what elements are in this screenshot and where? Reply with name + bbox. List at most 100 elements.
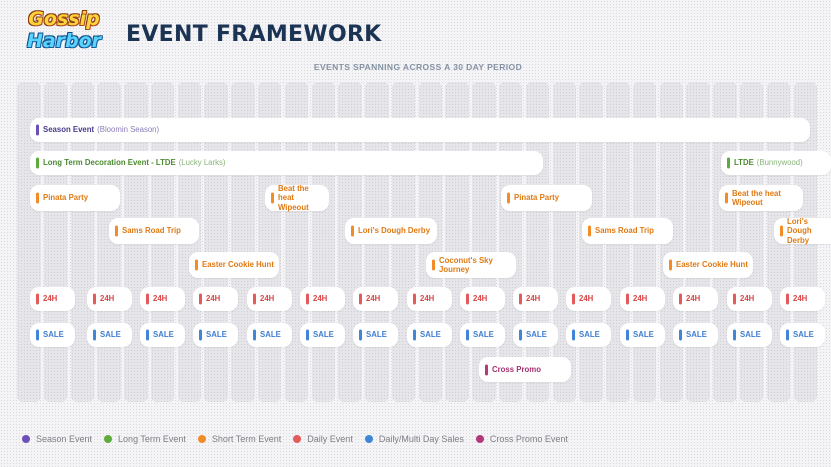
short-color-bar	[271, 192, 274, 204]
short-event-sams-road-trip-1[interactable]: Sams Road Trip	[109, 218, 199, 244]
legend-item: Daily/Multi Day Sales	[364, 434, 464, 444]
short-color-bar	[115, 225, 118, 237]
ltde-event-bunnywood[interactable]: LTDE (Bunnywood)	[721, 151, 831, 175]
short-event-easter-cookie-hunt-1[interactable]: Easter Cookie Hunt	[189, 252, 279, 278]
daily-event-chip[interactable]: 24H	[140, 287, 185, 311]
daily-event-chip[interactable]: 24H	[513, 287, 558, 311]
daily-event-chip[interactable]: 24H	[193, 287, 238, 311]
daily-color-bar	[679, 293, 682, 305]
sale-event-chip[interactable]: SALE	[193, 323, 238, 347]
daily-event-chip-label: 24H	[473, 294, 488, 304]
sale-color-bar	[519, 329, 522, 341]
short-color-bar	[588, 225, 591, 237]
daily-event-chip[interactable]: 24H	[407, 287, 452, 311]
sale-event-chip[interactable]: SALE	[673, 323, 718, 347]
sale-event-chip[interactable]: SALE	[30, 323, 75, 347]
sale-event-chip[interactable]: SALE	[140, 323, 185, 347]
short-event-label: Sams Road Trip	[595, 226, 654, 236]
daily-color-bar	[519, 293, 522, 305]
daily-event-chip-label: 24H	[366, 294, 381, 304]
daily-event-chip-label: 24H	[633, 294, 648, 304]
legend-dot-icon	[197, 435, 206, 443]
short-event-sams-road-trip-2[interactable]: Sams Road Trip	[582, 218, 673, 244]
sale-event-chip[interactable]: SALE	[247, 323, 292, 347]
sale-event-chip-label: SALE	[579, 330, 600, 340]
sale-event-chip[interactable]: SALE	[407, 323, 452, 347]
daily-event-chip[interactable]: 24H	[460, 287, 505, 311]
logo-line-1: Gossip	[28, 8, 100, 30]
daily-color-bar	[413, 293, 416, 305]
season-event[interactable]: Season Event (Bloomin Season)	[30, 118, 810, 142]
season-color-bar	[36, 124, 39, 136]
daily-event-chip[interactable]: 24H	[566, 287, 611, 311]
daily-event-chip[interactable]: 24H	[727, 287, 772, 311]
short-event-pinata-party-1[interactable]: Pinata Party	[30, 185, 120, 211]
sale-event-chip[interactable]: SALE	[513, 323, 558, 347]
sale-color-bar	[199, 329, 202, 341]
legend-label: Daily/Multi Day Sales	[378, 434, 464, 444]
short-event-beat-the-heat-2[interactable]: Beat the heat Wipeout	[719, 185, 803, 211]
season-event-label: Season Event	[43, 125, 95, 135]
sale-event-chip-label: SALE	[206, 330, 227, 340]
daily-event-chip[interactable]: 24H	[620, 287, 665, 311]
sale-color-bar	[679, 329, 682, 341]
daily-event-chip-label: 24H	[526, 294, 541, 304]
sale-color-bar	[466, 329, 469, 341]
legend-item: Short Term Event	[197, 434, 281, 444]
legend-label: Cross Promo Event	[489, 434, 568, 444]
sale-event-chip[interactable]: SALE	[353, 323, 398, 347]
daily-event-chip[interactable]: 24H	[780, 287, 825, 311]
sale-color-bar	[253, 329, 256, 341]
short-color-bar	[36, 192, 39, 204]
short-color-bar	[507, 192, 510, 204]
short-event-loris-dough-derby-1[interactable]: Lori's Dough Derby	[345, 218, 437, 244]
daily-event-chip[interactable]: 24H	[353, 287, 398, 311]
season-event-detail: (Bloomin Season)	[97, 125, 160, 135]
sale-event-chip-label: SALE	[526, 330, 547, 340]
daily-color-bar	[466, 293, 469, 305]
daily-event-chip-label: 24H	[420, 294, 435, 304]
daily-event-chip-label: 24H	[100, 294, 115, 304]
short-color-bar	[725, 192, 728, 204]
sale-event-chip[interactable]: SALE	[566, 323, 611, 347]
daily-event-chip[interactable]: 24H	[87, 287, 132, 311]
short-event-label: Lori's Dough Derby	[787, 216, 812, 245]
day-column	[659, 82, 684, 402]
short-color-bar	[669, 259, 672, 271]
daily-event-chip-label: 24H	[206, 294, 221, 304]
daily-color-bar	[786, 293, 789, 305]
legend-label: Season Event	[36, 434, 93, 444]
sale-event-chip-label: SALE	[153, 330, 174, 340]
sale-event-chip[interactable]: SALE	[460, 323, 505, 347]
ltde-event-lucky-larks[interactable]: Long Term Decoration Event - LTDE (Lucky…	[30, 151, 543, 175]
daily-color-bar	[572, 293, 575, 305]
ltde-event-label: Long Term Decoration Event - LTDE	[43, 158, 176, 168]
daily-color-bar	[146, 293, 149, 305]
cross-promo-event[interactable]: Cross Promo	[479, 357, 571, 382]
daily-color-bar	[199, 293, 202, 305]
game-logo: Gossip Harbor	[18, 8, 110, 64]
short-event-label: Easter Cookie Hunt	[202, 260, 274, 270]
daily-event-chip[interactable]: 24H	[300, 287, 345, 311]
legend-item: Long Term Event	[104, 434, 186, 444]
sale-event-chip-label: SALE	[260, 330, 281, 340]
ltde-event-label: LTDE	[734, 158, 754, 168]
sale-event-chip[interactable]: SALE	[780, 323, 825, 347]
short-event-loris-dough-derby-2[interactable]: Lori's Dough Derby	[774, 216, 831, 245]
page-subtitle: EVENTS SPANNING ACROSS A 30 DAY PERIOD	[313, 62, 523, 72]
daily-event-chip[interactable]: 24H	[247, 287, 292, 311]
sale-event-chip[interactable]: SALE	[300, 323, 345, 347]
sale-event-chip[interactable]: SALE	[620, 323, 665, 347]
legend-dot-icon	[475, 435, 484, 443]
short-event-pinata-party-2[interactable]: Pinata Party	[501, 185, 592, 211]
sale-event-chip[interactable]: SALE	[727, 323, 772, 347]
short-event-beat-the-heat-1[interactable]: Beat the heat Wipeout	[265, 184, 329, 212]
sale-event-chip[interactable]: SALE	[87, 323, 132, 347]
short-color-bar	[195, 259, 198, 271]
daily-event-chip[interactable]: 24H	[30, 287, 75, 311]
short-event-easter-cookie-hunt-2[interactable]: Easter Cookie Hunt	[663, 252, 753, 278]
daily-event-chip[interactable]: 24H	[673, 287, 718, 311]
logo-wordmark: Gossip Harbor	[18, 8, 110, 52]
short-event-coconuts-sky-journey[interactable]: Coconut's Sky Journey	[426, 252, 516, 278]
daily-color-bar	[306, 293, 309, 305]
